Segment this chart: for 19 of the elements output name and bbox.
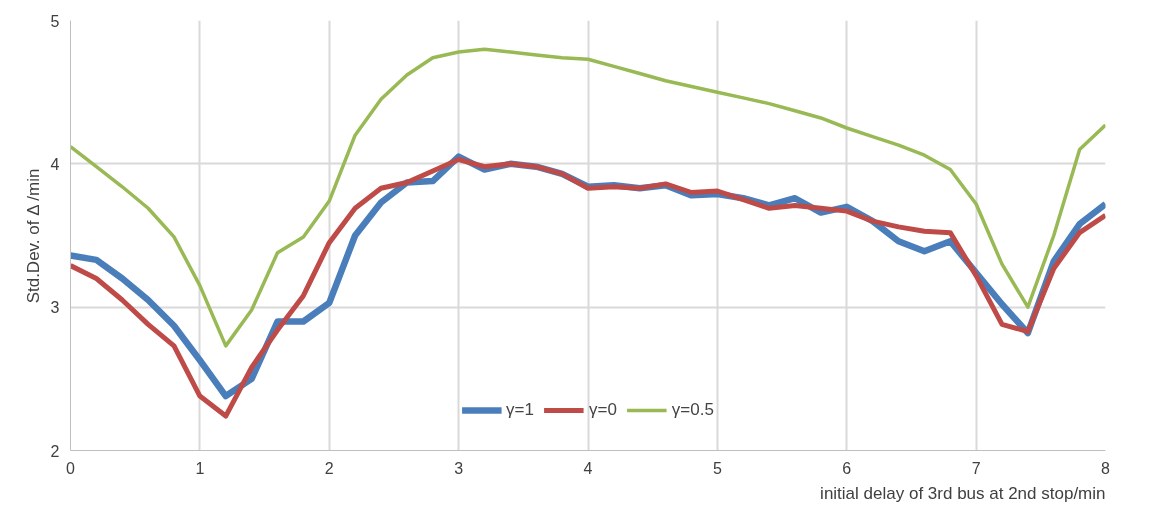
x-tick-label: 0 <box>66 459 76 477</box>
x-axis-title: initial delay of 3rd bus at 2nd stop/min <box>820 483 1106 503</box>
y-tick-label: 2 <box>50 442 60 460</box>
x-tick-label: 5 <box>712 459 722 477</box>
x-tick-label: 7 <box>971 459 981 477</box>
x-tick-label: 8 <box>1101 459 1111 477</box>
legend-label: γ=0.5 <box>671 400 714 420</box>
x-tick-label: 6 <box>842 459 852 477</box>
legend-label: γ=1 <box>506 400 534 420</box>
x-tick-label: 2 <box>324 459 334 477</box>
y-tick-label: 3 <box>50 299 60 317</box>
x-tick-label: 4 <box>583 459 593 477</box>
legend-label: γ=0 <box>588 400 617 420</box>
y-tick-label: 4 <box>50 155 60 173</box>
x-tick-label: 1 <box>195 459 205 477</box>
x-tick-label: 3 <box>454 459 464 477</box>
line-series <box>70 47 1106 348</box>
y-tick-label: 5 <box>50 12 60 30</box>
y-axis-title: Std.Dev. of Δ /min <box>23 168 43 304</box>
